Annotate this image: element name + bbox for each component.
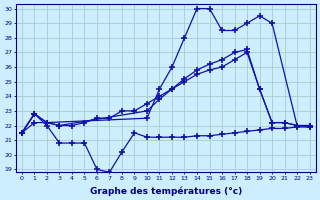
X-axis label: Graphe des températures (°c): Graphe des températures (°c) bbox=[90, 186, 242, 196]
